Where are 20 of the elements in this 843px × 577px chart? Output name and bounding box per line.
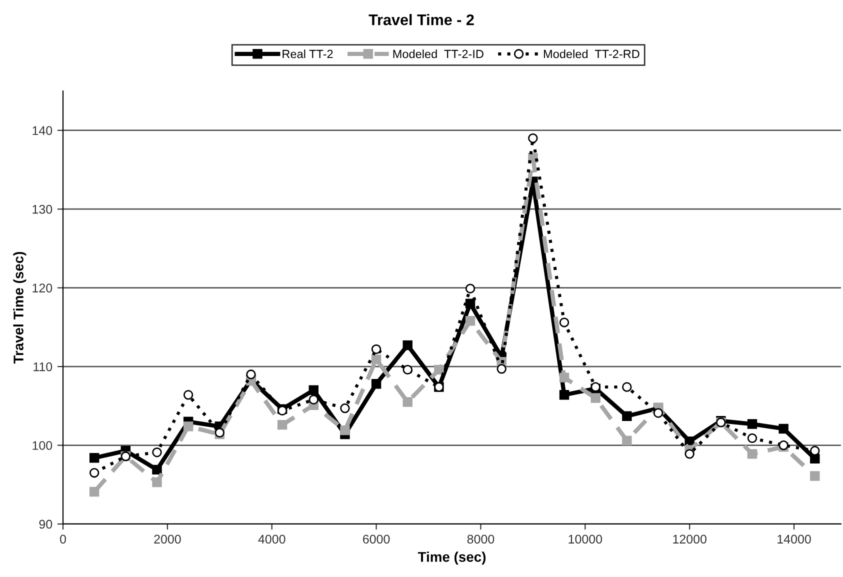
legend-label: Modeled TT-2-RD	[544, 50, 640, 58]
y-axis-title: Travel Time (sec)	[13, 252, 26, 364]
x-tick-label: 8000	[467, 534, 494, 544]
y-tick-label: 120	[32, 284, 52, 292]
y-tick-label: 140	[32, 126, 52, 136]
x-tick-label: 2000	[154, 534, 181, 544]
y-tick-label: 100	[32, 441, 52, 450]
x-tick-label: 12000	[673, 534, 706, 544]
x-tick-label: 4000	[258, 534, 286, 544]
x-tick-label: 14000	[778, 534, 811, 544]
x-tick-label: 0	[60, 534, 66, 544]
x-tick-label: 6000	[363, 534, 390, 544]
legend-label: Real TT-2	[282, 50, 333, 58]
chart-title: Travel Time - 2	[368, 14, 474, 26]
y-tick-label: 110	[34, 362, 52, 372]
y-tick-label: 130	[32, 204, 52, 214]
x-axis-title: Time (sec)	[418, 552, 486, 565]
y-tick-label: 90	[39, 520, 52, 529]
legend-label: Modeled TT-2-ID	[393, 50, 484, 58]
x-tick-label: 10000	[568, 534, 602, 544]
